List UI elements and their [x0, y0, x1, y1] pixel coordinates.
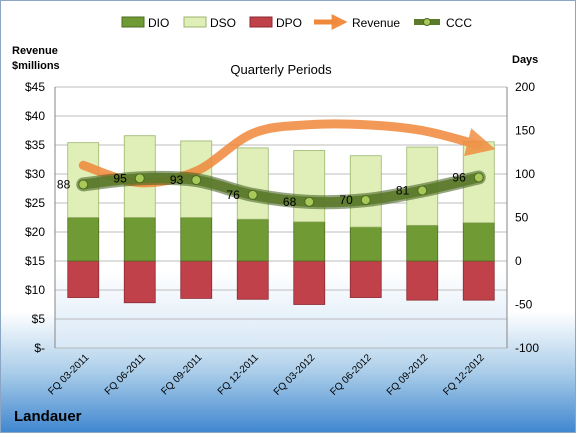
bar-dpo	[293, 260, 326, 305]
right-tick-label: 100	[515, 167, 535, 181]
right-tick-label: -50	[515, 298, 533, 312]
chart-title: Quarterly Periods	[230, 62, 332, 77]
legend-item-revenue: Revenue	[314, 13, 400, 31]
bar-dio	[462, 222, 495, 262]
bar-dpo	[462, 260, 495, 301]
left-tick-label: $25	[25, 196, 45, 210]
ccc-point	[191, 175, 202, 186]
ccc-data-label: 93	[170, 173, 184, 187]
left-tick-label: $5	[32, 312, 46, 326]
ccc-point	[473, 172, 484, 183]
bar-dio	[236, 218, 269, 262]
legend-label-revenue: Revenue	[352, 16, 400, 30]
right-tick-label: 50	[515, 211, 529, 225]
bar-dso	[236, 147, 269, 220]
bar-dpo	[67, 260, 100, 298]
bar-dpo	[349, 260, 382, 298]
right-axis-ticks: -100 -50 0 50 100 150 200	[515, 80, 539, 355]
bar-dio	[123, 217, 156, 262]
bar-dso	[349, 155, 382, 228]
legend: DIO DSO DPO Revenue CCC	[121, 13, 472, 31]
bar-dpo	[236, 260, 269, 300]
legend-label-dso: DSO	[210, 16, 236, 30]
left-tick-label: $30	[25, 167, 45, 181]
bar-dso	[293, 150, 326, 223]
ccc-data-label: 68	[283, 195, 297, 209]
legend-label-ccc: CCC	[446, 16, 472, 30]
left-axis-label-line-2: $millions	[12, 60, 60, 72]
right-tick-label: 150	[515, 124, 535, 138]
ccc-data-label: 95	[113, 171, 127, 185]
right-tick-label: -100	[515, 341, 539, 355]
ccc-data-label: 76	[226, 188, 240, 202]
legend-item-dio: DIO	[121, 16, 169, 30]
left-tick-label: $20	[25, 225, 45, 239]
ccc-point	[417, 185, 428, 196]
ccc-point	[360, 195, 371, 206]
ccc-point	[304, 196, 315, 207]
legend-item-dpo: DPO	[249, 16, 302, 30]
left-tick-label: $40	[25, 109, 45, 123]
left-tick-label: $15	[25, 254, 45, 268]
bar-dio	[406, 224, 439, 262]
legend-item-dso: DSO	[183, 16, 236, 30]
company-name: Landauer	[14, 408, 82, 425]
left-axis-label-line-1: Revenue	[12, 45, 58, 57]
bar-dio	[67, 217, 100, 262]
left-tick-label: $10	[25, 283, 45, 297]
right-tick-label: 200	[515, 80, 535, 94]
right-axis-label: Days	[512, 54, 538, 66]
ccc-data-label: 81	[396, 184, 410, 198]
left-tick-label: $35	[25, 138, 45, 152]
bar-dpo	[123, 260, 156, 304]
legend-label-dpo: DPO	[276, 16, 302, 30]
right-tick-label: 0	[515, 254, 522, 268]
bar-dio	[349, 226, 382, 262]
legend-swatch-dso	[183, 16, 207, 28]
ccc-data-label: 96	[452, 170, 466, 184]
bar-dpo	[180, 260, 213, 299]
ccc-point	[134, 173, 145, 184]
legend-swatch-dio	[121, 16, 145, 28]
left-tick-label: $-	[34, 341, 45, 355]
left-tick-label: $45	[25, 80, 45, 94]
bar-dio	[293, 221, 326, 262]
ccc-series: 88 95 93 76 68 70 81 96	[57, 170, 486, 210]
bar-dpo	[406, 260, 439, 301]
legend-swatch-dpo	[249, 16, 273, 28]
bar-dio	[180, 217, 213, 262]
ccc-point	[78, 179, 89, 190]
legend-item-ccc: CCC	[414, 16, 472, 30]
legend-label-dio: DIO	[148, 16, 169, 30]
ccc-point	[247, 189, 258, 200]
legend-marker-ccc	[423, 18, 431, 26]
ccc-data-label: 70	[339, 193, 353, 207]
ccc-data-label: 88	[57, 177, 71, 191]
left-axis-ticks: $- $5 $10 $15 $20 $25 $30 $35 $40 $45	[25, 80, 45, 355]
